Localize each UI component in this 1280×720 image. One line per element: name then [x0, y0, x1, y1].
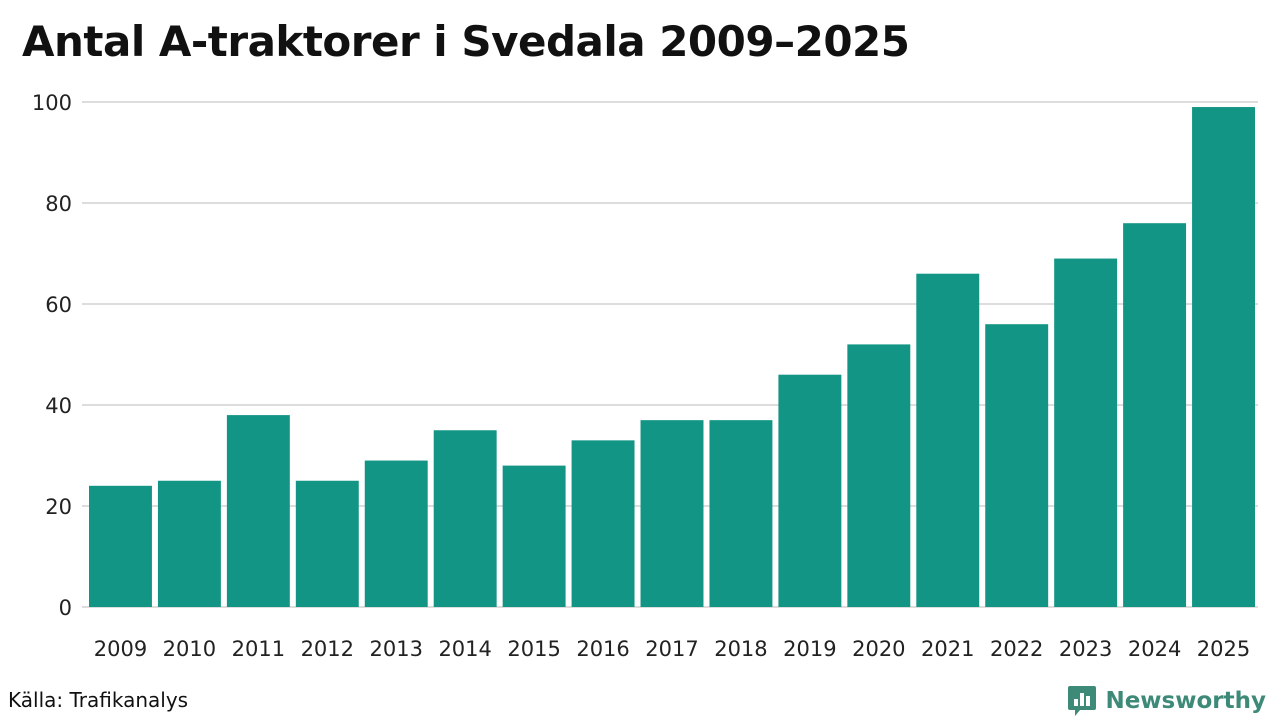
bar-2016[interactable]: [571, 440, 635, 607]
bar-2012[interactable]: [295, 480, 359, 607]
brand-logo[interactable]: Newsworthy: [1067, 683, 1266, 719]
bar-2009[interactable]: [89, 485, 152, 607]
x-tick-label: 2018: [714, 637, 767, 661]
y-tick-label: 40: [45, 394, 72, 418]
newsworthy-logo-icon: [1068, 686, 1097, 716]
bar-2023[interactable]: [1054, 258, 1118, 607]
y-tick-label: 20: [45, 495, 72, 519]
bar-2010[interactable]: [157, 480, 221, 607]
bar-2020[interactable]: [847, 344, 911, 607]
bar-2014[interactable]: [433, 430, 497, 607]
brand-name: Newsworthy: [1105, 688, 1266, 714]
bar-2017[interactable]: [640, 420, 704, 607]
x-tick-label: 2021: [921, 637, 974, 661]
bar-2019[interactable]: [778, 374, 842, 607]
chart-title: Antal A-traktorer i Svedala 2009–2025: [22, 17, 910, 66]
x-tick-label: 2017: [645, 637, 698, 661]
x-tick-label: 2013: [370, 637, 423, 661]
y-tick-label: 0: [59, 596, 72, 620]
bar-2024[interactable]: [1123, 223, 1187, 607]
x-axis-ticks: 2009 2010 2011 2012 2013 2014 2015 2016 2017 2018…: [94, 637, 1251, 661]
x-tick-label: 2025: [1197, 637, 1250, 661]
bar-2022[interactable]: [985, 324, 1049, 607]
x-tick-label: 2020: [852, 637, 905, 661]
x-tick-label: 2010: [163, 637, 216, 661]
y-tick-label: 80: [45, 192, 72, 216]
bar-2013[interactable]: [364, 460, 428, 607]
bar-2011[interactable]: [226, 415, 290, 607]
bar-2021[interactable]: [916, 273, 980, 607]
y-tick-label: 60: [45, 293, 72, 317]
y-axis-ticks: 0 20 40 60 80 100: [32, 91, 72, 620]
x-tick-label: 2023: [1059, 637, 1112, 661]
x-tick-label: 2024: [1128, 637, 1181, 661]
x-tick-label: 2019: [783, 637, 836, 661]
source-note: Källa: Trafikanalys: [8, 688, 189, 712]
bar-2018[interactable]: [709, 420, 773, 607]
x-tick-label: 2015: [507, 637, 560, 661]
y-tick-label: 100: [32, 91, 72, 115]
x-tick-label: 2014: [438, 637, 491, 661]
x-tick-label: 2011: [232, 637, 285, 661]
bar-2015[interactable]: [502, 465, 566, 607]
bars: [89, 107, 1255, 608]
x-tick-label: 2009: [94, 637, 147, 661]
x-tick-label: 2022: [990, 637, 1043, 661]
bar-2025[interactable]: [1192, 107, 1255, 608]
x-tick-label: 2016: [576, 637, 629, 661]
x-tick-label: 2012: [301, 637, 354, 661]
